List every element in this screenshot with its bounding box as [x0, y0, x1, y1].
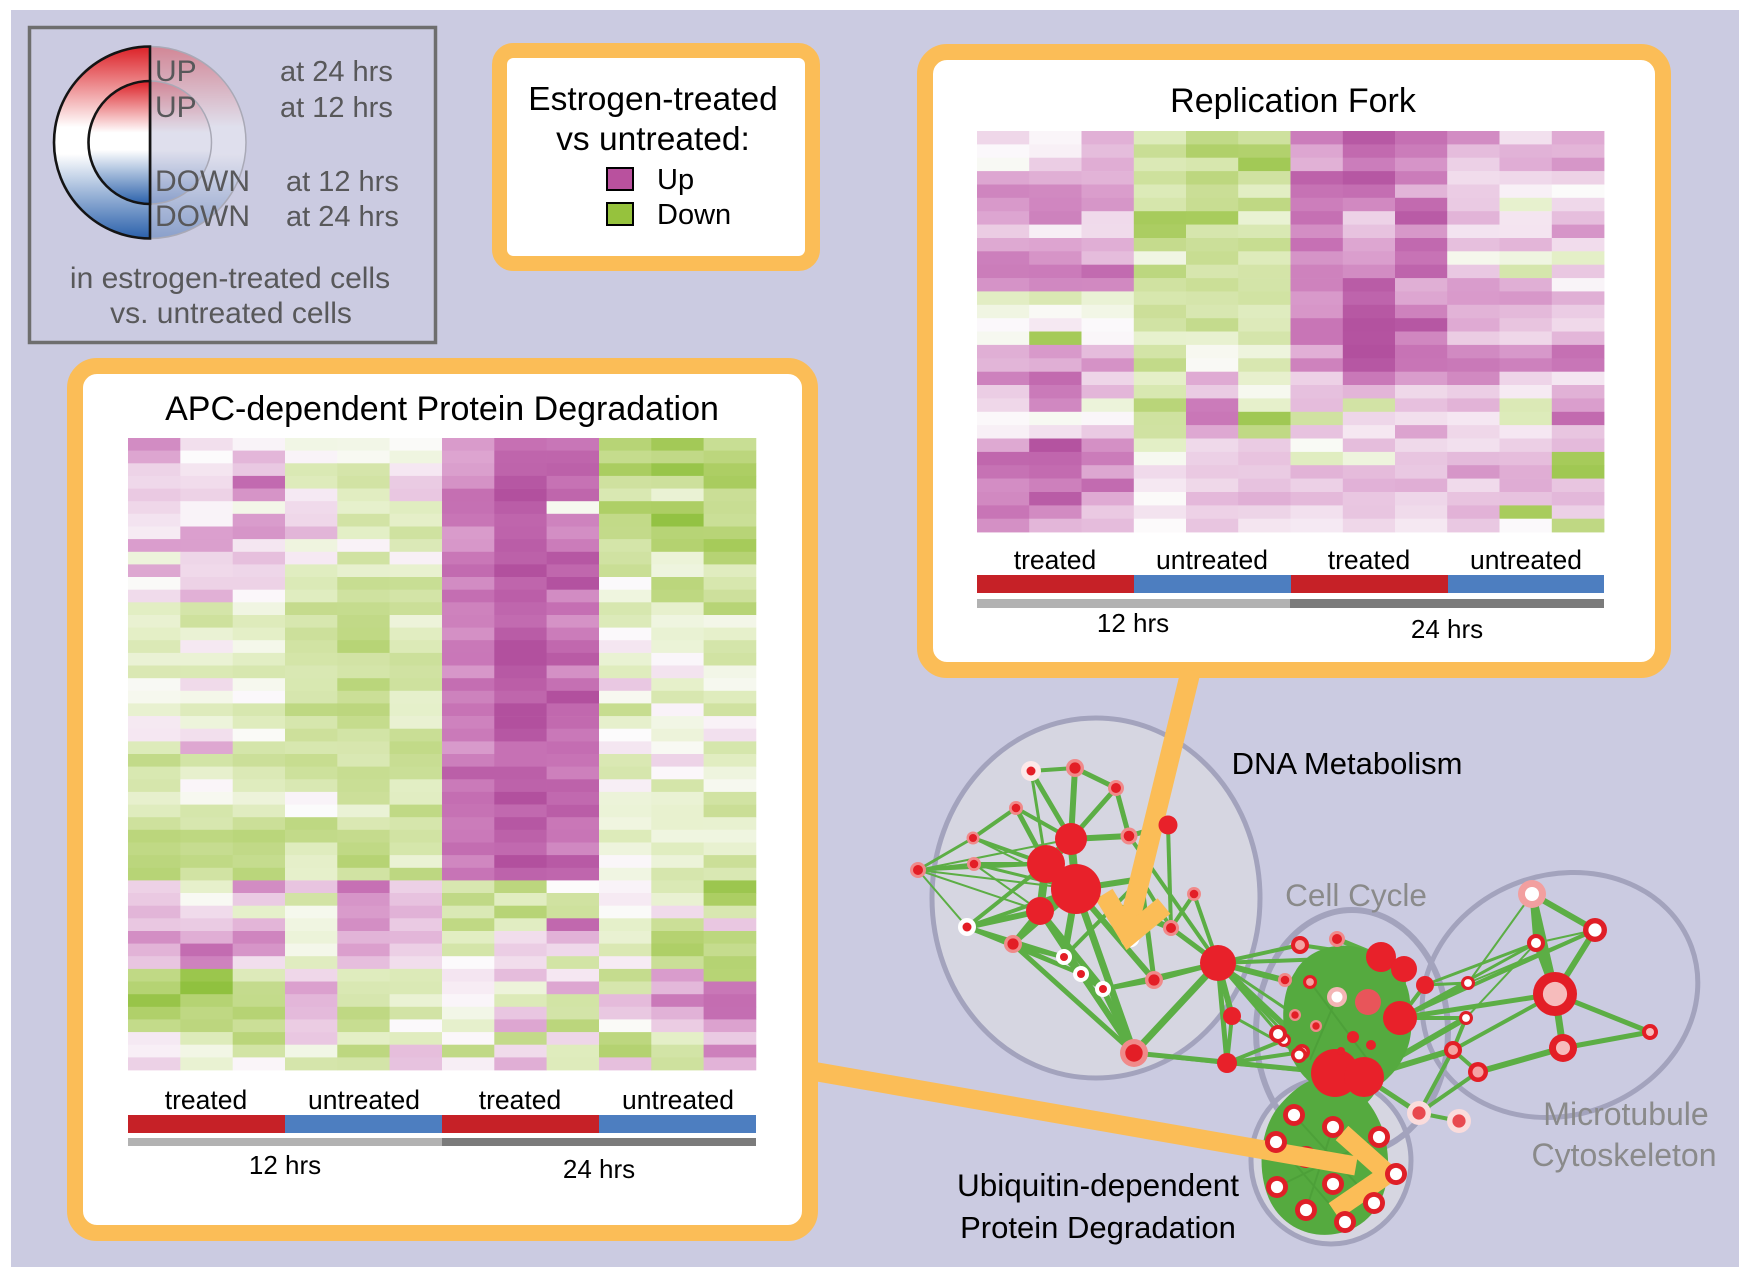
svg-text:APC-dependent Protein Degradat: APC-dependent Protein Degradation [165, 390, 719, 428]
svg-text:at 24 hrs: at 24 hrs [280, 56, 393, 88]
svg-text:DNA Metabolism: DNA Metabolism [1232, 746, 1463, 781]
svg-text:DOWN: DOWN [155, 165, 250, 198]
svg-text:24 hrs: 24 hrs [1411, 614, 1483, 644]
svg-text:Replication Fork: Replication Fork [1170, 82, 1417, 120]
svg-text:untreated: untreated [1156, 545, 1268, 575]
svg-text:12 hrs: 12 hrs [1097, 608, 1169, 638]
svg-text:Ubiquitin-dependent: Ubiquitin-dependent [957, 1167, 1239, 1203]
svg-text:vs. untreated cells: vs. untreated cells [110, 297, 352, 330]
svg-text:Cell Cycle: Cell Cycle [1285, 877, 1427, 913]
svg-text:treated: treated [165, 1085, 248, 1115]
svg-text:Up: Up [657, 164, 694, 196]
svg-text:treated: treated [1328, 545, 1411, 575]
svg-text:UP: UP [155, 91, 197, 124]
svg-text:untreated: untreated [308, 1085, 420, 1115]
svg-text:at 24 hrs: at 24 hrs [286, 201, 399, 233]
svg-text:in estrogen-treated cells: in estrogen-treated cells [70, 262, 390, 295]
svg-text:untreated: untreated [622, 1085, 734, 1115]
svg-text:treated: treated [1014, 545, 1097, 575]
svg-text:24 hrs: 24 hrs [563, 1154, 635, 1184]
svg-text:Estrogen-treated: Estrogen-treated [528, 81, 778, 118]
svg-text:treated: treated [479, 1085, 562, 1115]
svg-text:Cytoskeleton: Cytoskeleton [1532, 1137, 1717, 1173]
svg-text:vs untreated:: vs untreated: [556, 121, 750, 158]
svg-text:Protein Degradation: Protein Degradation [960, 1210, 1236, 1245]
svg-text:UP: UP [155, 55, 197, 88]
svg-text:Microtubule: Microtubule [1543, 1096, 1708, 1132]
svg-text:at 12 hrs: at 12 hrs [286, 166, 399, 198]
svg-text:untreated: untreated [1470, 545, 1582, 575]
svg-text:at 12 hrs: at 12 hrs [280, 92, 393, 124]
svg-text:12 hrs: 12 hrs [249, 1150, 321, 1180]
svg-text:DOWN: DOWN [155, 200, 250, 233]
svg-text:Down: Down [657, 199, 731, 231]
